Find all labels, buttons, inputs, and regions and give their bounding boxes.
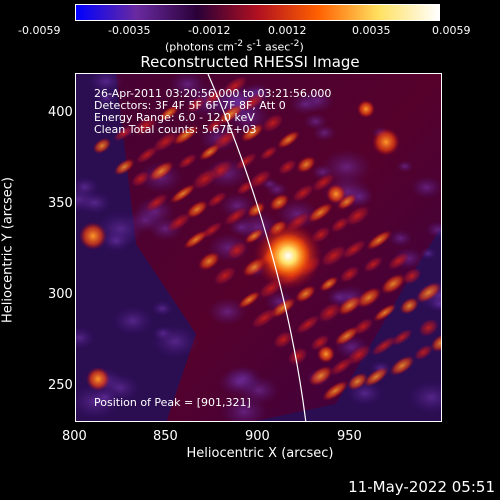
rhessi-image <box>76 74 441 421</box>
plot-title: Reconstructed RHESSI Image <box>140 53 360 71</box>
y-tick-label: 350 <box>48 196 73 211</box>
x-tick-label: 800 <box>62 429 87 444</box>
colorbar-tick: 0.0012 <box>268 24 307 37</box>
x-tick-label: 850 <box>153 429 178 444</box>
y-tick-label: 250 <box>48 378 73 393</box>
rhessi-image-plot: 26-Apr-2011 03:20:56.000 to 03:21:56.000… <box>75 73 442 422</box>
colorbar-unit-label: (photons cm-2 s-1 asec-2) <box>165 38 304 54</box>
colorbar-tick: 0.0035 <box>352 24 391 37</box>
info-total-counts: Clean Total counts: 5.67E+03 <box>94 123 257 136</box>
solar-limb-line <box>207 74 307 421</box>
colorbar-tick: -0.0059 <box>18 24 61 37</box>
x-tick-label: 900 <box>245 429 270 444</box>
colorbar-tick: -0.0012 <box>188 24 231 37</box>
x-axis-label: Heliocentric X (arcsec) <box>186 446 334 461</box>
render-timestamp: 11-May-2022 05:51 <box>348 478 495 496</box>
x-tick-label: 950 <box>337 429 362 444</box>
y-axis-label: Heliocentric Y (arcsec) <box>0 177 16 323</box>
peak-position-label: Position of Peak = [901,321] <box>94 396 251 409</box>
y-tick-label: 400 <box>48 105 73 120</box>
y-tick-label: 300 <box>48 287 73 302</box>
colorbar-tick: -0.0035 <box>108 24 151 37</box>
image-intensity-blobs <box>76 74 441 421</box>
info-time-range: 26-Apr-2011 03:20:56.000 to 03:21:56.000 <box>94 87 332 100</box>
colorbar <box>75 4 440 21</box>
info-detectors: Detectors: 3F 4F 5F 6F 7F 8F, Att 0 <box>94 99 286 112</box>
colorbar-tick: 0.0059 <box>432 24 471 37</box>
info-energy-range: Energy Range: 6.0 - 12.0 keV <box>94 111 255 124</box>
